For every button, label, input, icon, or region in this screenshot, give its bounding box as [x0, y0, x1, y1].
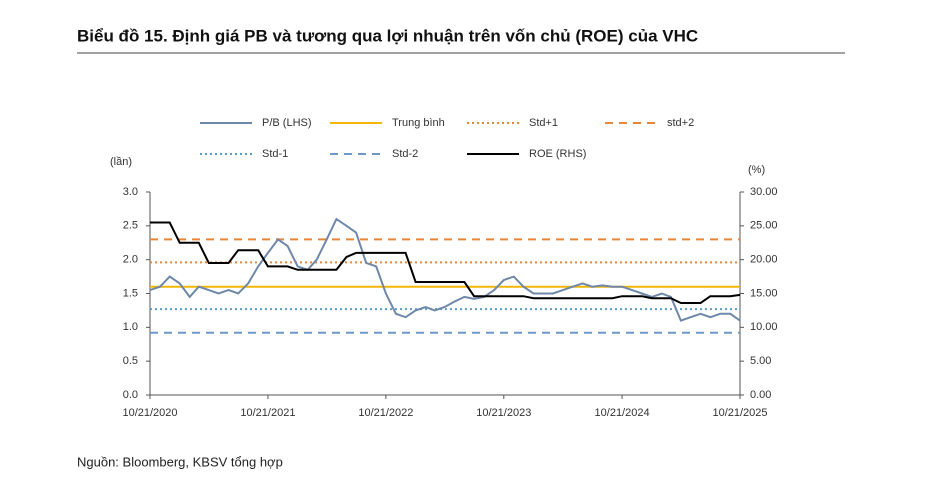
y2-tick-label: 20.00	[750, 254, 778, 266]
x-tick-label: 10/21/2020	[122, 407, 177, 419]
x-tick-label: 10/21/2022	[358, 407, 413, 419]
y-axis-label: (lần)	[110, 156, 132, 168]
y2-tick-label: 25.00	[750, 220, 778, 232]
y-tick-label: 0.0	[123, 389, 138, 401]
x-tick-label: 10/21/2025	[712, 407, 767, 419]
y-tick-label: 1.5	[123, 287, 138, 299]
source: Nguồn: Bloomberg, KBSV tổng hợp	[77, 454, 283, 469]
y-tick-label: 0.5	[123, 355, 138, 367]
legend-label: std+2	[667, 117, 694, 129]
legend-label: Std+1	[529, 117, 558, 129]
y2-tick-label: 10.00	[750, 321, 778, 333]
y2-tick-label: 5.00	[750, 355, 771, 367]
x-tick-label: 10/21/2023	[476, 407, 531, 419]
x-tick-label: 10/21/2024	[595, 407, 650, 419]
legend-label: ROE (RHS)	[529, 148, 586, 160]
legend-label: Trung bình	[392, 117, 445, 129]
y-tick-label: 1.0	[123, 321, 138, 333]
legend-label: Std-2	[392, 148, 418, 160]
y-tick-label: 2.0	[123, 254, 138, 266]
y2-tick-label: 30.00	[750, 186, 778, 198]
series-line	[150, 221, 741, 304]
series-line	[149, 217, 741, 322]
y-tick-label: 2.5	[123, 220, 138, 232]
y-tick-label: 3.0	[123, 186, 138, 198]
y2-tick-label: 0.00	[750, 389, 771, 401]
y2-axis-label: (%)	[748, 164, 765, 176]
legend-label: Std-1	[262, 148, 288, 160]
chart-title: Biểu đồ 15. Định giá PB và tương qua lợi…	[77, 26, 698, 45]
legend-label: P/B (LHS)	[262, 117, 312, 129]
y2-tick-label: 15.00	[750, 287, 778, 299]
x-tick-label: 10/21/2021	[240, 407, 295, 419]
